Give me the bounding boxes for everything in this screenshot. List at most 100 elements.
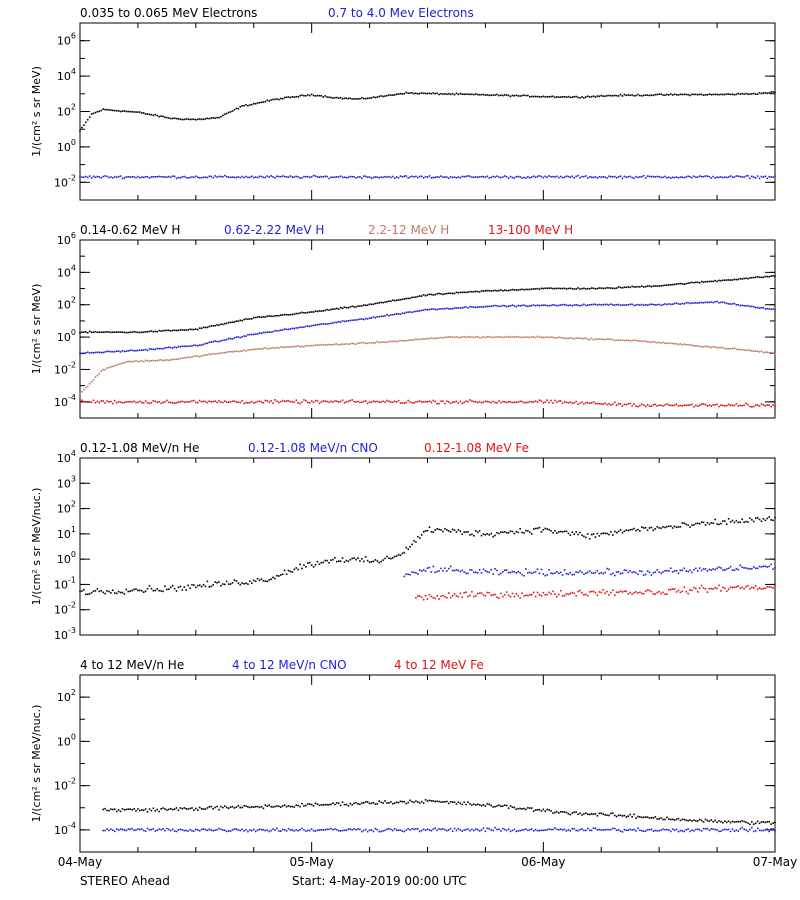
- data-point: [318, 563, 321, 565]
- data-point: [125, 110, 128, 113]
- data-point: [345, 829, 348, 832]
- data-point: [411, 402, 413, 404]
- data-point: [254, 806, 257, 808]
- data-point: [415, 296, 417, 298]
- data-point: [451, 830, 454, 833]
- data-point: [181, 329, 184, 331]
- data-point: [596, 569, 599, 572]
- data-point: [548, 336, 550, 339]
- data-point: [766, 92, 769, 95]
- series-2: [79, 174, 776, 180]
- data-point: [449, 402, 452, 405]
- data-point: [417, 400, 419, 403]
- data-point: [326, 175, 328, 178]
- data-point: [708, 404, 711, 407]
- data-point: [625, 94, 628, 97]
- data-point: [527, 829, 529, 832]
- data-point: [501, 304, 504, 307]
- data-point: [627, 175, 630, 178]
- data-point: [687, 93, 689, 96]
- data-point: [768, 820, 771, 823]
- data-point: [652, 340, 655, 343]
- data-point: [430, 530, 433, 533]
- data-point: [693, 819, 695, 821]
- data-point: [289, 570, 292, 573]
- data-point: [637, 176, 639, 179]
- data-point: [658, 341, 660, 344]
- data-point: [457, 595, 460, 598]
- data-point: [631, 339, 633, 342]
- data-point: [511, 401, 514, 404]
- data-point: [135, 588, 137, 590]
- data-point: [310, 176, 313, 178]
- data-point: [515, 530, 518, 533]
- data-point: [432, 337, 435, 340]
- data-point: [362, 560, 365, 563]
- data-point: [640, 592, 643, 595]
- data-point: [623, 828, 626, 831]
- data-point: [204, 400, 207, 403]
- data-point: [214, 400, 216, 402]
- data-point: [210, 585, 213, 588]
- data-point: [592, 176, 595, 179]
- data-point: [171, 175, 174, 177]
- data-point: [127, 176, 130, 178]
- data-point: [436, 829, 438, 832]
- data-point: [390, 801, 392, 803]
- data-point: [633, 403, 635, 405]
- data-point: [658, 829, 660, 832]
- data-point: [642, 592, 645, 595]
- data-point: [774, 516, 776, 519]
- data-point: [276, 314, 278, 317]
- data-point: [544, 829, 547, 831]
- data-point: [144, 348, 147, 351]
- data-point: [612, 572, 614, 575]
- data-point: [289, 805, 292, 808]
- y-tick-label: 100: [57, 732, 76, 748]
- data-point: [262, 807, 265, 810]
- data-point: [158, 359, 160, 361]
- data-point: [241, 350, 243, 352]
- data-point: [276, 400, 278, 403]
- data-point: [361, 177, 363, 180]
- y-tick-label: 106: [57, 231, 76, 247]
- data-point: [361, 341, 363, 344]
- data-point: [729, 93, 732, 96]
- data-point: [563, 337, 566, 340]
- data-point: [683, 567, 686, 570]
- data-point: [110, 176, 112, 178]
- data-point: [146, 811, 149, 813]
- data-point: [150, 359, 153, 362]
- data-point: [770, 586, 772, 588]
- data-point: [559, 571, 562, 574]
- data-point: [679, 829, 682, 832]
- data-point: [476, 93, 479, 96]
- data-point: [772, 308, 774, 310]
- data-point: [669, 284, 672, 286]
- data-point: [245, 582, 247, 585]
- data-point: [527, 594, 529, 597]
- data-point: [764, 92, 767, 94]
- data-point: [471, 176, 473, 178]
- data-point: [90, 401, 93, 404]
- data-point: [623, 304, 626, 306]
- data-point: [403, 298, 406, 300]
- data-point: [737, 820, 740, 823]
- data-point: [223, 829, 226, 832]
- data-point: [139, 349, 141, 352]
- data-point: [727, 518, 730, 520]
- data-point: [488, 289, 491, 292]
- data-point: [648, 571, 651, 574]
- data-point: [335, 321, 338, 324]
- data-point: [673, 342, 676, 345]
- data-point: [629, 813, 632, 816]
- data-point: [612, 304, 614, 306]
- data-point: [353, 175, 355, 178]
- data-point: [768, 830, 771, 833]
- data-point: [413, 828, 415, 831]
- data-point: [347, 97, 350, 100]
- data-point: [691, 344, 693, 346]
- data-point: [752, 276, 755, 279]
- data-point: [590, 337, 593, 340]
- data-point: [291, 313, 294, 316]
